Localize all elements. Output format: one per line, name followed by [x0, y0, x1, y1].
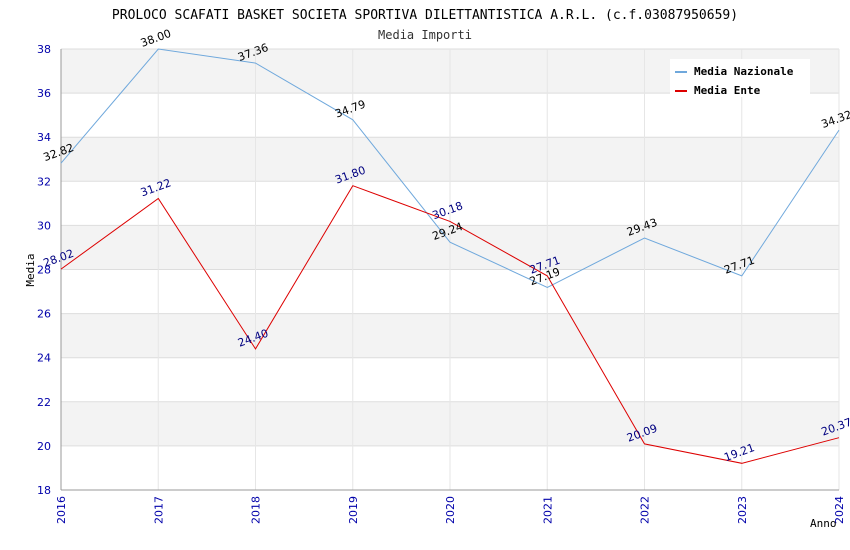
x-tick-label: 2019	[347, 496, 360, 524]
y-tick-label: 32	[37, 175, 51, 188]
legend-label-media-nazionale: Media Nazionale	[694, 65, 794, 78]
chart-subtitle: Media Importi	[378, 28, 472, 42]
chart-title: PROLOCO SCAFATI BASKET SOCIETA SPORTIVA …	[112, 8, 738, 23]
y-tick-label: 30	[37, 219, 51, 232]
y-tick-label: 38	[37, 43, 51, 56]
legend-label-media-ente: Media Ente	[694, 84, 761, 97]
x-tick-label: 2018	[250, 496, 263, 524]
x-tick-label: 2020	[444, 496, 457, 524]
x-tick-label: 2017	[152, 496, 165, 524]
legend-box	[670, 59, 810, 97]
x-tick-label: 2016	[55, 496, 68, 524]
y-tick-label: 22	[37, 396, 51, 409]
y-tick-label: 26	[37, 308, 51, 321]
x-tick-label: 2022	[639, 496, 652, 524]
y-tick-label: 20	[37, 440, 51, 453]
y-tick-label: 24	[37, 352, 51, 365]
y-tick-label: 34	[37, 131, 51, 144]
x-tick-labels: 2016 2017 2018 2019 2020 2021 2022 2023 2024	[55, 496, 846, 524]
y-tick-labels: 18 20 22 24 26 28 30 32 34 36 38	[37, 43, 51, 497]
x-tick-label: 2021	[541, 496, 554, 524]
y-tick-label: 28	[37, 264, 51, 277]
legend: Media Nazionale Media Ente	[670, 59, 810, 97]
series-lines	[60, 48, 840, 464]
y-axis-title: Media	[24, 253, 37, 286]
x-tick-label: 2024	[833, 496, 846, 524]
x-axis-title: Anno	[810, 517, 837, 530]
data-label: 38.00	[139, 27, 173, 50]
x-tick-label: 2023	[736, 496, 749, 524]
y-tick-label: 36	[37, 87, 51, 100]
y-tick-label: 18	[37, 484, 51, 497]
series-line-media-ente	[60, 185, 840, 464]
series-line-media-nazionale	[60, 48, 840, 288]
